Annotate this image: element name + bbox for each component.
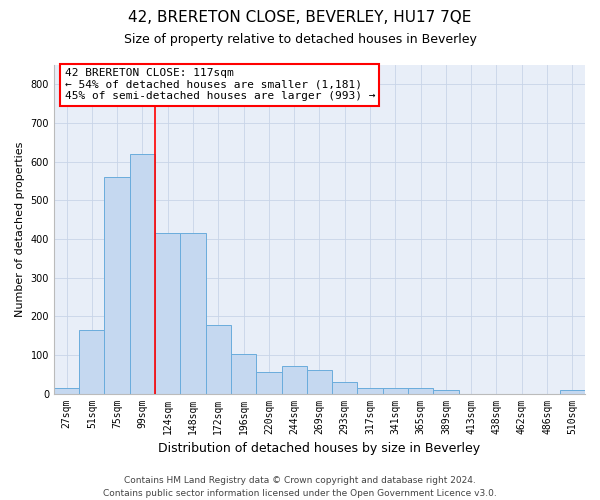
Bar bbox=[54, 388, 79, 394]
Bar bbox=[206, 325, 231, 394]
Bar bbox=[358, 388, 383, 394]
Bar bbox=[408, 388, 433, 394]
Text: Size of property relative to detached houses in Beverley: Size of property relative to detached ho… bbox=[124, 32, 476, 46]
Bar bbox=[281, 366, 307, 394]
Bar bbox=[383, 388, 408, 394]
Text: Contains HM Land Registry data © Crown copyright and database right 2024.
Contai: Contains HM Land Registry data © Crown c… bbox=[103, 476, 497, 498]
Text: 42 BRERETON CLOSE: 117sqm
← 54% of detached houses are smaller (1,181)
45% of se: 42 BRERETON CLOSE: 117sqm ← 54% of detac… bbox=[65, 68, 375, 102]
Bar bbox=[79, 330, 104, 394]
Bar bbox=[104, 177, 130, 394]
Text: 42, BRERETON CLOSE, BEVERLEY, HU17 7QE: 42, BRERETON CLOSE, BEVERLEY, HU17 7QE bbox=[128, 10, 472, 25]
Bar bbox=[231, 354, 256, 394]
X-axis label: Distribution of detached houses by size in Beverley: Distribution of detached houses by size … bbox=[158, 442, 481, 455]
Bar bbox=[155, 233, 181, 394]
Y-axis label: Number of detached properties: Number of detached properties bbox=[15, 142, 25, 317]
Bar bbox=[130, 154, 155, 394]
Bar bbox=[307, 370, 332, 394]
Bar bbox=[256, 372, 281, 394]
Bar bbox=[433, 390, 458, 394]
Bar bbox=[560, 390, 585, 394]
Bar bbox=[181, 233, 206, 394]
Bar bbox=[332, 382, 358, 394]
